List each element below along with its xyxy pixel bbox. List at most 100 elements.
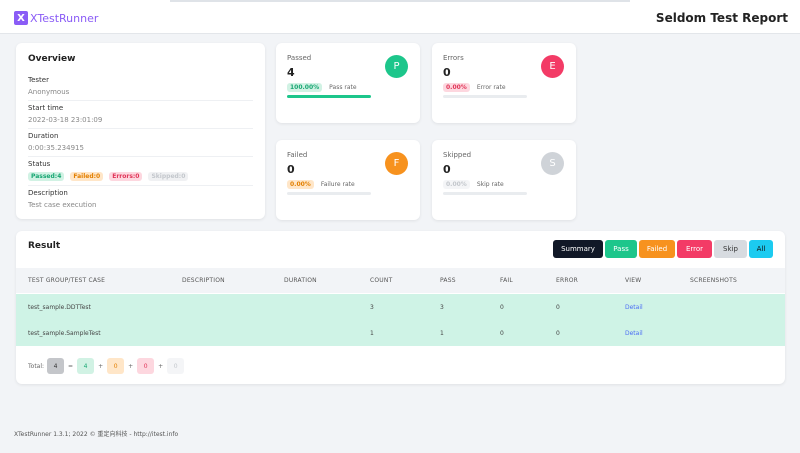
failed-count: 0 bbox=[287, 163, 295, 176]
equals-sign: = bbox=[68, 362, 74, 370]
skipped-label: Skipped bbox=[443, 151, 472, 159]
status-badges: Passed:4 Failed:0 Errors:0 Skipped:0 bbox=[28, 172, 253, 181]
tester-row: Tester Anonymous bbox=[28, 73, 253, 101]
row-count: 3 bbox=[370, 304, 374, 311]
all-filter-button[interactable]: All bbox=[749, 240, 773, 258]
description-label: Description bbox=[28, 189, 68, 197]
error-rate-label: Error rate bbox=[476, 84, 506, 91]
start-time-row: Start time 2022-03-18 23:01:09 bbox=[28, 101, 253, 129]
errors-label: Errors bbox=[443, 54, 464, 62]
description-value: Test case execution bbox=[28, 201, 97, 209]
plus-sign: + bbox=[158, 362, 164, 370]
skip-rate-label: Skip rate bbox=[476, 181, 504, 188]
row-error: 0 bbox=[556, 330, 560, 337]
result-title: Result bbox=[28, 241, 61, 251]
skipped-count: 0 bbox=[443, 163, 451, 176]
failed-card: Failed 0 F 0.00% Failure rate bbox=[276, 140, 420, 220]
table-row: test_sample.DDTTest 3 3 0 0 Detail bbox=[16, 294, 785, 320]
error-filter-button[interactable]: Error bbox=[677, 240, 712, 258]
duration-label: Duration bbox=[28, 132, 59, 140]
pass-rate-bar bbox=[287, 95, 371, 98]
top-bar: X XTestRunner Seldom Test Report bbox=[0, 0, 800, 34]
skip-rate-row: 0.00% Skip rate bbox=[443, 180, 565, 189]
errors-count: 0 bbox=[443, 66, 451, 79]
start-time-value: 2022-03-18 23:01:09 bbox=[28, 116, 103, 124]
row-test-case: test_sample.SampleTest bbox=[28, 330, 101, 337]
tester-value: Anonymous bbox=[28, 88, 70, 96]
logo-text: XTestRunner bbox=[30, 11, 99, 25]
total-summary: Total: 4 = 4 + 0 + 0 + 0 bbox=[28, 358, 187, 374]
result-card: Result Summary Pass Failed Error Skip Al… bbox=[16, 231, 785, 384]
total-pass-box: 4 bbox=[77, 358, 95, 374]
result-filters: Summary Pass Failed Error Skip All bbox=[553, 240, 773, 258]
duration-row: Duration 0:00:35.234915 bbox=[28, 129, 253, 157]
failed-label: Failed bbox=[287, 151, 308, 159]
table-header: TEST GROUP/TEST CASE DESCRIPTION DURATIO… bbox=[16, 268, 785, 293]
passed-icon: P bbox=[385, 55, 408, 78]
total-fail-box: 0 bbox=[107, 358, 125, 374]
failed-icon: F bbox=[385, 152, 408, 175]
col-view: VIEW bbox=[625, 277, 642, 284]
row-fail: 0 bbox=[500, 304, 504, 311]
plus-sign: + bbox=[128, 362, 134, 370]
detail-link[interactable]: Detail bbox=[625, 330, 643, 337]
col-description: DESCRIPTION bbox=[182, 277, 225, 284]
col-count: COUNT bbox=[370, 277, 393, 284]
errors-icon: E bbox=[541, 55, 564, 78]
failure-rate-label: Failure rate bbox=[320, 181, 355, 188]
skip-rate-badge: 0.00% bbox=[443, 180, 470, 189]
pass-rate-row: 100.00% Pass rate bbox=[287, 83, 409, 92]
pass-filter-button[interactable]: Pass bbox=[605, 240, 637, 258]
failure-rate-row: 0.00% Failure rate bbox=[287, 180, 409, 189]
col-duration: DURATION bbox=[284, 277, 317, 284]
failure-rate-badge: 0.00% bbox=[287, 180, 314, 189]
row-count: 1 bbox=[370, 330, 374, 337]
status-passed-badge: Passed:4 bbox=[28, 172, 65, 181]
top-divider bbox=[170, 0, 630, 2]
row-pass: 3 bbox=[440, 304, 444, 311]
status-row: Status Passed:4 Failed:0 Errors:0 Skippe… bbox=[28, 157, 253, 186]
error-rate-badge: 0.00% bbox=[443, 83, 470, 92]
overview-title: Overview bbox=[28, 54, 76, 64]
error-rate-bar bbox=[443, 95, 527, 98]
pass-rate-fill bbox=[287, 95, 371, 98]
detail-link[interactable]: Detail bbox=[625, 304, 643, 311]
error-rate-row: 0.00% Error rate bbox=[443, 83, 565, 92]
description-row: Description Test case execution bbox=[28, 186, 253, 213]
start-time-label: Start time bbox=[28, 104, 64, 112]
tester-label: Tester bbox=[28, 76, 49, 84]
pass-rate-badge: 100.00% bbox=[287, 83, 323, 92]
table-row: test_sample.SampleTest 1 1 0 0 Detail bbox=[16, 320, 785, 346]
pass-rate-label: Pass rate bbox=[329, 84, 357, 91]
passed-label: Passed bbox=[287, 54, 312, 62]
col-error: ERROR bbox=[556, 277, 579, 284]
total-label: Total: bbox=[28, 362, 45, 370]
failure-rate-bar bbox=[287, 192, 371, 195]
total-error-box: 0 bbox=[137, 358, 155, 374]
summary-filter-button[interactable]: Summary bbox=[553, 240, 603, 258]
row-test-case: test_sample.DDTTest bbox=[28, 304, 91, 311]
row-error: 0 bbox=[556, 304, 560, 311]
logo[interactable]: X XTestRunner bbox=[14, 11, 98, 25]
errors-card: Errors 0 E 0.00% Error rate bbox=[432, 43, 576, 123]
overview-card: Overview Tester Anonymous Start time 202… bbox=[16, 43, 265, 219]
total-all-box: 4 bbox=[47, 358, 65, 374]
skipped-icon: S bbox=[541, 152, 564, 175]
status-failed-badge: Failed:0 bbox=[70, 172, 104, 181]
footer-text: XTestRunner 1.3.1; 2022 © 重定向科技 - http:/… bbox=[14, 431, 179, 438]
status-skipped-badge: Skipped:0 bbox=[148, 172, 189, 181]
passed-count: 4 bbox=[287, 66, 295, 79]
col-test-case: TEST GROUP/TEST CASE bbox=[28, 277, 106, 284]
row-pass: 1 bbox=[440, 330, 444, 337]
skip-filter-button[interactable]: Skip bbox=[714, 240, 747, 258]
skipped-card: Skipped 0 S 0.00% Skip rate bbox=[432, 140, 576, 220]
duration-value: 0:00:35.234915 bbox=[28, 144, 84, 152]
col-screenshots: SCREENSHOTS bbox=[690, 277, 737, 284]
skip-rate-bar bbox=[443, 192, 527, 195]
status-label: Status bbox=[28, 160, 51, 168]
status-errors-badge: Errors:0 bbox=[109, 172, 143, 181]
failed-filter-button[interactable]: Failed bbox=[639, 240, 675, 258]
logo-icon: X bbox=[14, 11, 28, 25]
col-pass: PASS bbox=[440, 277, 456, 284]
row-fail: 0 bbox=[500, 330, 504, 337]
